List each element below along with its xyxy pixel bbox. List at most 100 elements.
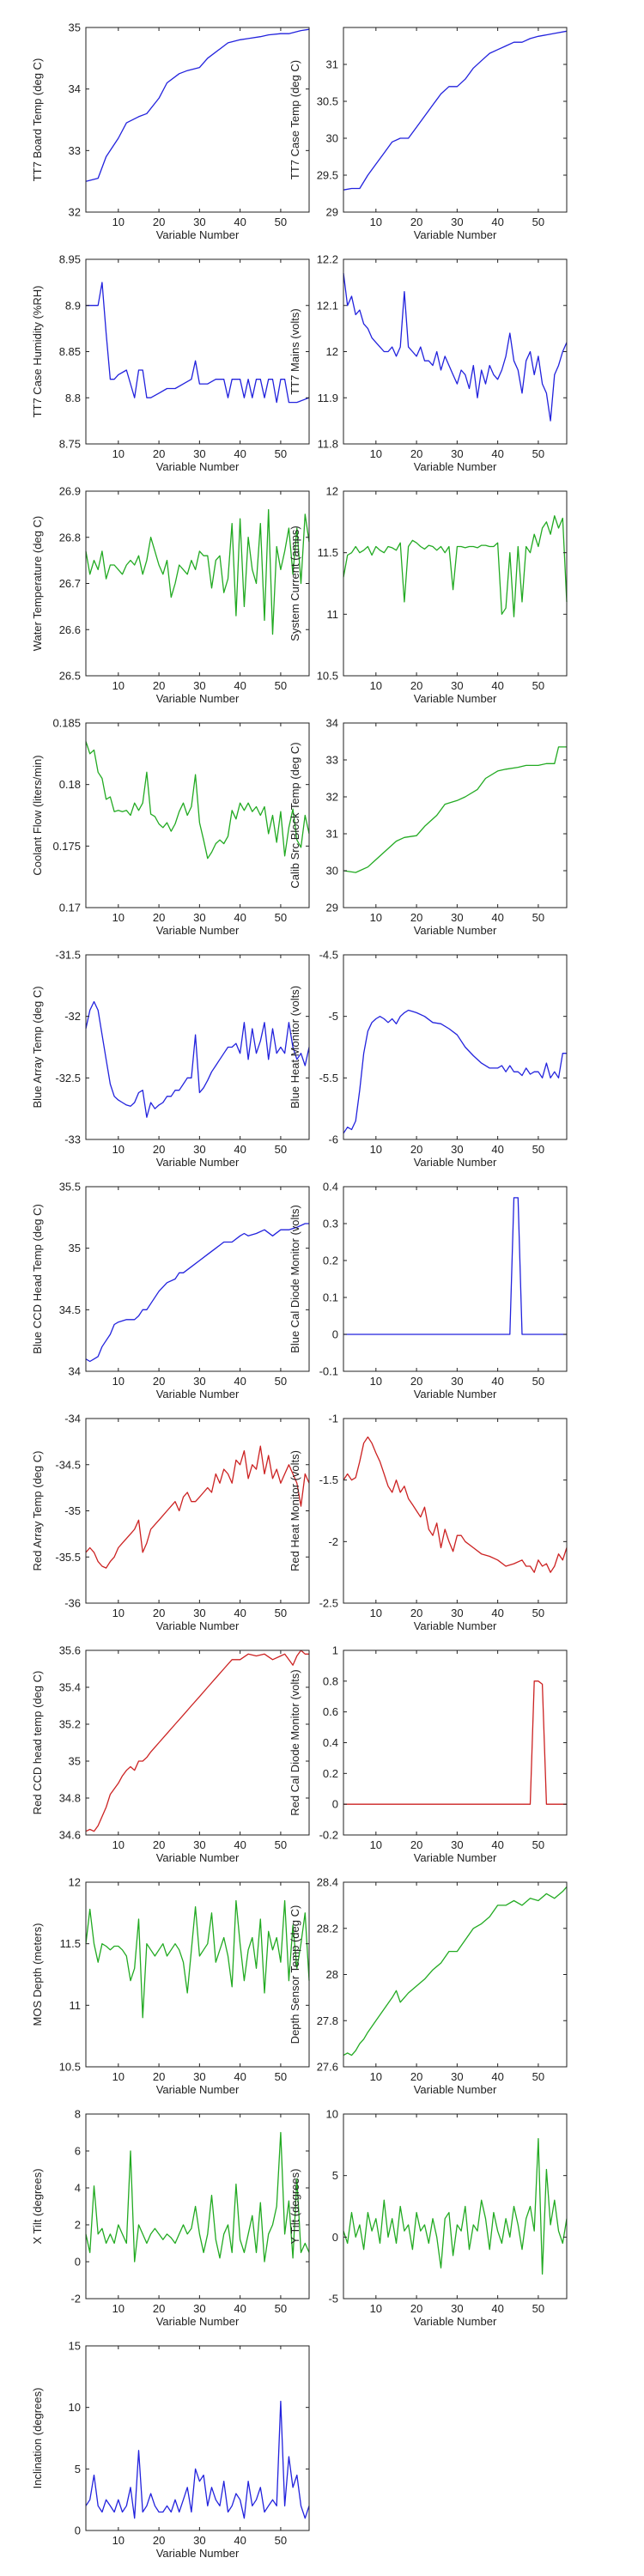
x-tick-label: 10 — [112, 1607, 125, 1619]
y-axis-label: Calib Src Block Temp (deg C) — [289, 742, 301, 888]
y-tick-label: 12 — [69, 1876, 81, 1889]
axes-box — [85, 1881, 310, 2068]
y-axis-label: Water Temperature (deg C) — [31, 516, 44, 652]
x-tick-label: 20 — [153, 2302, 165, 2315]
series-line — [343, 273, 568, 422]
x-axis-label: Variable Number — [156, 2083, 240, 2096]
y-axis-label: TT7 Case Temp (deg C) — [289, 60, 301, 179]
x-tick-label: 40 — [491, 1143, 503, 1156]
y-tick-label: -2 — [328, 1535, 338, 1548]
x-tick-label: 10 — [112, 2534, 125, 2547]
x-axis-label: Variable Number — [414, 1156, 497, 1169]
x-tick-label: 30 — [451, 447, 463, 460]
y-tick-label: 35.5 — [59, 1181, 81, 1194]
y-tick-label: 35 — [69, 1755, 81, 1768]
x-tick-label: 20 — [153, 679, 165, 692]
x-tick-label: 20 — [153, 1607, 165, 1619]
y-tick-label: -36 — [64, 1597, 81, 1610]
chart-panel: 10 20 30 40 50 32 33 34 35 Variable Number TT7 Boa… — [31, 21, 310, 241]
y-tick-label: 11.5 — [60, 1937, 81, 1950]
x-tick-label: 50 — [275, 1143, 287, 1156]
y-tick-label: -5 — [328, 2293, 338, 2306]
x-tick-label: 20 — [410, 1838, 422, 1851]
x-tick-label: 40 — [234, 2070, 246, 2083]
chart-panel: 10 20 30 40 50 0 5 10 15 Variable Number Inclinati… — [31, 2340, 310, 2560]
y-tick-label: 5 — [332, 2169, 338, 2182]
x-tick-label: 20 — [153, 447, 165, 460]
y-tick-label: 5 — [75, 2463, 81, 2476]
chart-panel: 10 20 30 40 50 8.75 8.8 8.85 8.9 8.95 Variable Num… — [31, 253, 310, 473]
x-tick-label: 50 — [532, 1838, 544, 1851]
x-tick-label: 50 — [532, 447, 544, 460]
x-tick-label: 50 — [532, 1375, 544, 1388]
x-tick-label: 20 — [153, 911, 165, 924]
y-tick-label: 0.175 — [52, 840, 81, 853]
x-tick-label: 40 — [491, 447, 503, 460]
y-axis-label: Y Tilt (degrees) — [289, 2169, 301, 2245]
x-axis-label: Variable Number — [156, 1619, 240, 1632]
series-line — [85, 1000, 310, 1118]
y-tick-label: 0.2 — [323, 1255, 338, 1267]
axes-box — [343, 954, 568, 1140]
chart-panel: 10 20 30 40 50 -2 0 2 4 6 8 Variable Number X Tilt (… — [31, 2108, 310, 2328]
y-axis-label: Blue CCD Head Temp (deg C) — [31, 1204, 44, 1354]
x-tick-label: 10 — [370, 1838, 382, 1851]
chart-panel: 10 20 30 40 50 29 30 31 32 33 34 Variable Number Cal… — [289, 717, 568, 937]
series-line — [343, 1436, 568, 1573]
x-tick-label: 10 — [370, 447, 382, 460]
y-tick-label: -1 — [328, 1413, 338, 1425]
series-line — [343, 746, 567, 873]
x-tick-label: 10 — [370, 2070, 382, 2083]
y-tick-label: 0.4 — [323, 1736, 338, 1749]
y-tick-label: 34.6 — [59, 1829, 81, 1842]
y-tick-label: 34.5 — [59, 1303, 81, 1316]
chart-panel: 10 20 30 40 50 -5 0 5 10 Variable Number Y Tilt (d… — [289, 2108, 568, 2328]
y-tick-label: 8.85 — [59, 345, 81, 358]
chart-panel: 10 20 30 40 50 -2.5 -2 -1.5 -1 Variable Number Red… — [289, 1413, 568, 1632]
series-line — [343, 30, 568, 191]
y-tick-label: 10.5 — [59, 2061, 81, 2074]
x-tick-label: 20 — [410, 679, 422, 692]
x-axis-label: Variable Number — [156, 924, 240, 937]
x-tick-label: 30 — [193, 1143, 205, 1156]
y-tick-label: 28.4 — [317, 1876, 338, 1889]
x-axis-label: Variable Number — [156, 2315, 240, 2328]
y-tick-label: 4 — [75, 2182, 81, 2195]
x-tick-label: 10 — [112, 2070, 125, 2083]
y-tick-label: 30.5 — [317, 95, 338, 108]
y-tick-label: 35.2 — [59, 1718, 81, 1731]
series-line — [85, 2400, 310, 2519]
y-axis-label: Blue Heat Monitor (volts) — [289, 986, 301, 1109]
axes-box — [85, 2113, 310, 2300]
y-axis-label: TT7 Case Humidity (%RH) — [31, 286, 44, 418]
x-tick-label: 20 — [153, 2070, 165, 2083]
x-tick-label: 30 — [193, 447, 205, 460]
y-tick-label: 8 — [75, 2108, 81, 2121]
chart-panel: 10 20 30 40 50 11.8 11.9 12 12.1 12.2 Variable Num… — [289, 253, 568, 473]
chart-panel: 10 20 30 40 50 34.6 34.8 35 35.2 35.4 35.6 Variable… — [31, 1644, 310, 1864]
x-tick-label: 50 — [275, 2534, 287, 2547]
y-tick-label: 30 — [326, 132, 338, 145]
series-line — [85, 508, 310, 635]
x-axis-label: Variable Number — [414, 692, 497, 705]
y-tick-label: -35.5 — [55, 1551, 81, 1564]
x-axis-label: Variable Number — [414, 1388, 497, 1400]
y-tick-label: 0.185 — [52, 717, 81, 730]
axes-box — [343, 490, 568, 677]
axes-box — [343, 27, 568, 213]
y-axis-label: Coolant Flow (liters/min) — [31, 755, 44, 875]
x-tick-label: 30 — [451, 2302, 463, 2315]
y-axis-label: TT7 Mains (volts) — [289, 308, 301, 394]
y-tick-label: 11.9 — [318, 392, 338, 404]
x-tick-label: 40 — [234, 216, 246, 228]
y-tick-label: 31 — [326, 58, 338, 71]
chart-panel: 10 20 30 40 50 10.5 11 11.5 12 Variable Number MOS… — [31, 1876, 310, 2096]
y-tick-label: 0 — [332, 1328, 338, 1341]
x-tick-label: 30 — [193, 1838, 205, 1851]
y-tick-label: 33 — [326, 754, 338, 767]
y-tick-label: 11 — [70, 1999, 82, 2012]
x-tick-label: 10 — [112, 1143, 125, 1156]
x-tick-label: 20 — [410, 1143, 422, 1156]
x-tick-label: 30 — [451, 1143, 463, 1156]
y-axis-label: Red CCD head temp (deg C) — [31, 1671, 44, 1815]
